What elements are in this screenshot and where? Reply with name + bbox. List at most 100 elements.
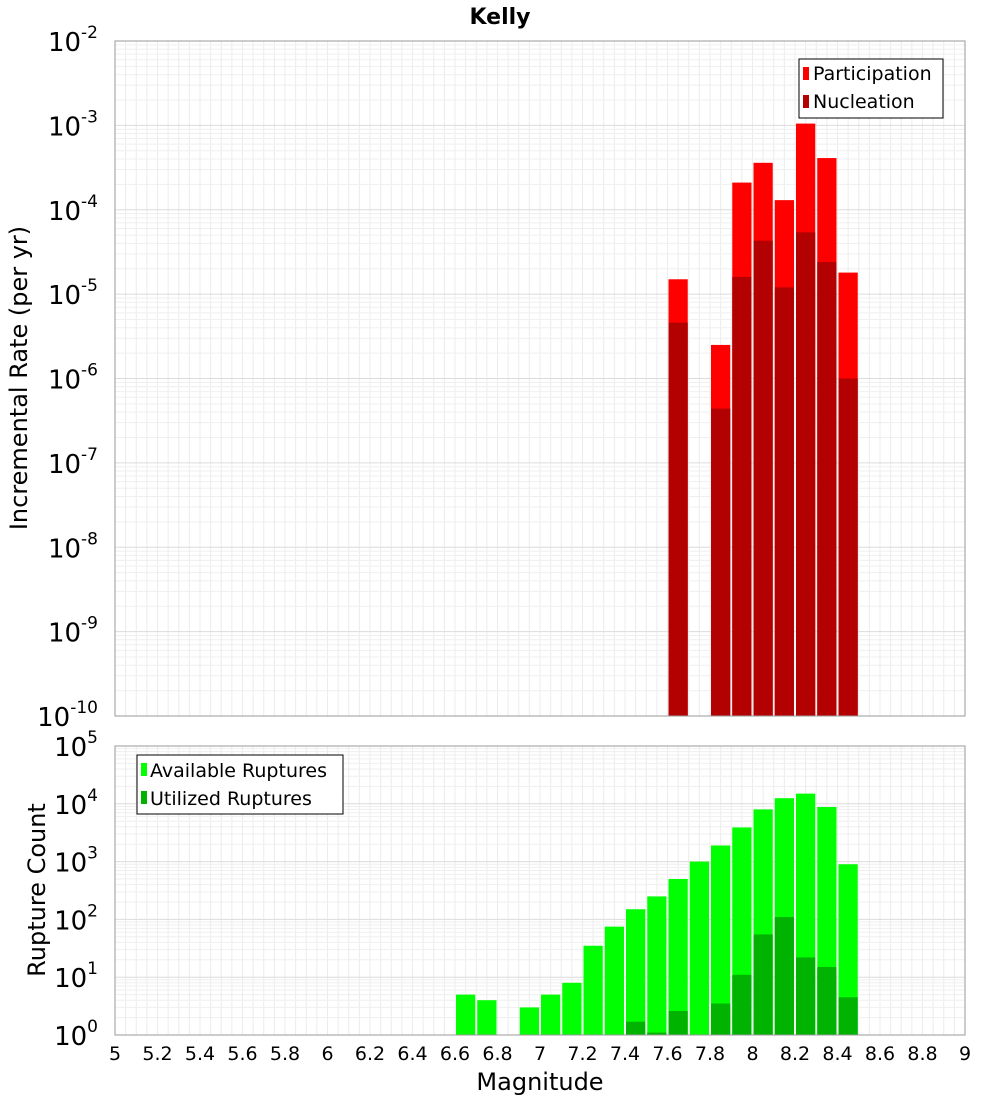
top-y-tick-label: 10-2 (48, 23, 98, 58)
top-y-tick-exponent: -6 (81, 361, 98, 381)
top-bar-nucleation (796, 232, 816, 716)
bottom-x-tick-label: 7.6 (652, 1043, 682, 1065)
bottom-bar-available-ruptures (604, 926, 624, 1035)
bottom-x-tick-label: 8 (746, 1043, 758, 1065)
bottom-x-tick-label: 7.2 (567, 1043, 597, 1065)
top-y-tick-label: 10-4 (48, 192, 98, 227)
bottom-y-tick-label: 101 (54, 959, 98, 994)
top-y-tick-exponent: -10 (70, 698, 98, 718)
top-bar-nucleation (732, 276, 752, 716)
bottom-panel-frame (114, 745, 966, 1036)
bottom-bar-utilized-ruptures (817, 967, 837, 1035)
bottom-bar-utilized-ruptures (732, 974, 752, 1035)
top-y-tick-exponent: -3 (81, 107, 98, 127)
bottom-y-tick-exponent: 5 (87, 728, 98, 748)
top-bar-nucleation (668, 322, 688, 716)
bottom-x-tick-label: 6.6 (440, 1043, 470, 1065)
bottom-bar-available-ruptures (477, 1000, 497, 1035)
bottom-y-tick-exponent: 2 (87, 901, 98, 921)
bottom-y-tick-exponent: 3 (87, 844, 98, 864)
bottom-y-tick-base: 10 (54, 733, 87, 763)
bottom-bar-available-ruptures (456, 994, 476, 1035)
bottom-y-tick-base: 10 (54, 849, 87, 879)
legend-swatch-utilized (141, 791, 147, 804)
top-y-tick-label: 10-3 (48, 107, 98, 142)
top-bar-nucleation (753, 240, 773, 717)
bottom-legend: Available Ruptures Utilized Ruptures (136, 754, 344, 815)
top-y-tick-base: 10 (48, 366, 81, 396)
x-axis-label: Magnitude (476, 1068, 603, 1096)
bottom-y-tick-label: 104 (54, 786, 98, 821)
bottom-bar-available-ruptures (838, 864, 858, 1035)
bottom-y-tick-base: 10 (54, 1022, 87, 1052)
bottom-bar-utilized-ruptures (796, 957, 816, 1035)
top-y-axis-label: Incremental Rate (per yr) (5, 226, 33, 530)
top-y-tick-exponent: -5 (81, 276, 98, 296)
legend-label-utilized: Utilized Ruptures (150, 788, 312, 810)
top-y-tick-exponent: -2 (81, 23, 98, 43)
top-y-tick-base: 10 (48, 197, 81, 227)
top-y-tick-base: 10 (48, 450, 81, 480)
bottom-y-tick-exponent: 4 (87, 786, 98, 806)
bottom-x-tick-label: 8.8 (907, 1043, 937, 1065)
top-bar-nucleation (838, 378, 858, 716)
legend-swatch-participation (803, 67, 809, 80)
top-y-tick-label: 10-5 (48, 276, 98, 311)
top-y-tick-label: 10-6 (48, 361, 98, 396)
bottom-x-tick-label: 7 (534, 1043, 546, 1065)
top-y-tick-label: 10-10 (37, 698, 98, 733)
bottom-bar-utilized-ruptures (838, 997, 858, 1035)
bottom-x-tick-label: 6.8 (482, 1043, 512, 1065)
bottom-x-tick-label: 5.6 (227, 1043, 257, 1065)
bottom-bar-utilized-ruptures (647, 1032, 667, 1035)
bottom-bar-available-ruptures (626, 909, 646, 1035)
top-y-tick-label: 10-7 (48, 445, 98, 480)
top-y-tick-exponent: -8 (81, 529, 98, 549)
bottom-bar-available-ruptures (519, 1007, 539, 1035)
top-panel-y-ticks: 10-210-310-410-510-610-710-810-910-10 (37, 23, 98, 733)
top-bar-nucleation (817, 262, 837, 716)
legend-swatch-available (141, 763, 147, 776)
top-bar-nucleation (711, 408, 731, 716)
bottom-x-tick-label: 9 (959, 1043, 971, 1065)
bottom-x-tick-label: 5.2 (142, 1043, 172, 1065)
bottom-bar-available-ruptures (562, 982, 582, 1035)
top-panel-grid (114, 41, 966, 717)
top-y-tick-exponent: -4 (81, 192, 98, 212)
legend-swatch-nucleation (803, 95, 809, 108)
bottom-y-tick-label: 102 (54, 901, 98, 936)
bottom-bar-utilized-ruptures (774, 917, 794, 1035)
top-panel-bars (668, 123, 858, 717)
legend-label-available: Available Ruptures (150, 760, 327, 782)
bottom-x-tick-label: 5 (109, 1043, 121, 1065)
bottom-y-tick-exponent: 0 (87, 1017, 98, 1037)
bottom-x-tick-label: 5.4 (185, 1043, 215, 1065)
bottom-x-tick-label: 5.8 (270, 1043, 300, 1065)
bottom-y-tick-base: 10 (54, 964, 87, 994)
bottom-y-tick-base: 10 (54, 791, 87, 821)
bottom-bar-available-ruptures (689, 861, 709, 1035)
bottom-x-tick-label: 6.4 (397, 1043, 427, 1065)
bottom-y-axis-label: Rupture Count (23, 803, 51, 977)
bottom-x-tick-label: 8.2 (780, 1043, 810, 1065)
top-y-tick-base: 10 (48, 619, 81, 649)
bottom-bar-available-ruptures (583, 945, 603, 1035)
top-y-tick-base: 10 (48, 28, 81, 58)
bottom-x-tick-label: 6.2 (355, 1043, 385, 1065)
top-y-tick-base: 10 (37, 703, 70, 733)
top-y-tick-label: 10-8 (48, 529, 98, 564)
bottom-x-tick-label: 6 (321, 1043, 333, 1065)
bottom-y-tick-label: 105 (54, 728, 98, 763)
top-panel-frame (114, 40, 966, 717)
bottom-x-tick-label: 7.4 (610, 1043, 640, 1065)
bottom-y-tick-base: 10 (54, 906, 87, 936)
top-legend-box (798, 58, 944, 119)
top-bar-nucleation (774, 287, 794, 716)
legend-label-participation: Participation (813, 63, 932, 85)
legend-label-nucleation: Nucleation (813, 91, 915, 113)
bottom-bar-utilized-ruptures (753, 934, 773, 1035)
bottom-bar-utilized-ruptures (711, 1003, 731, 1035)
bottom-bar-utilized-ruptures (626, 1021, 646, 1035)
